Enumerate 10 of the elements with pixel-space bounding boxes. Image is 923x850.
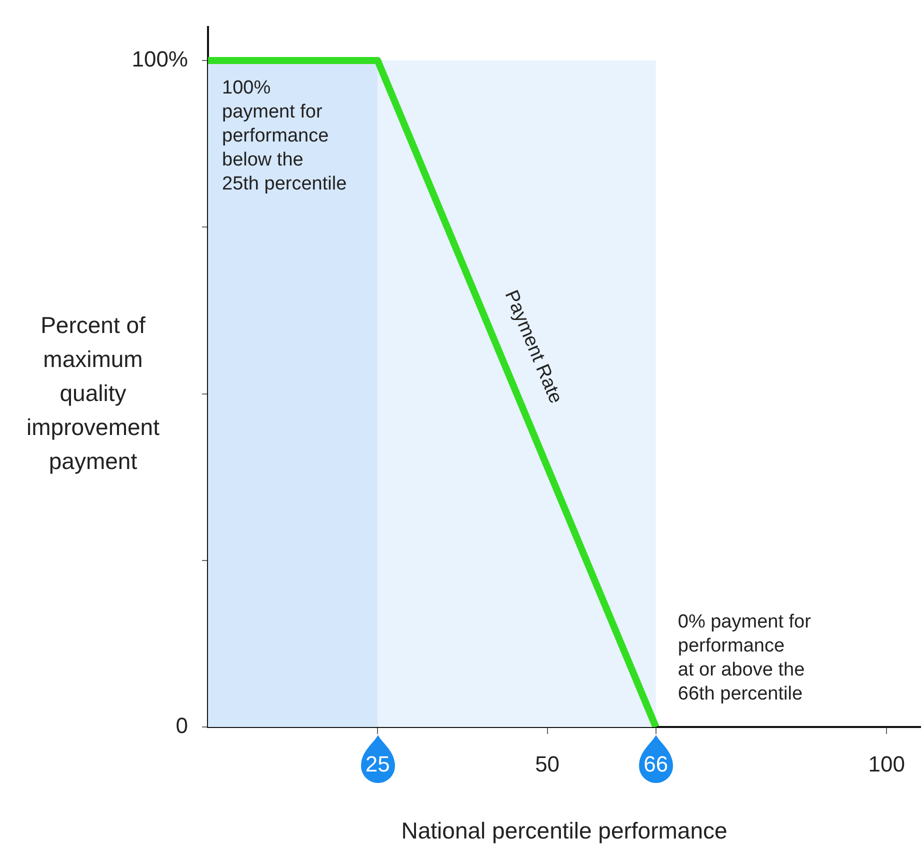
x-tick-label: 50 (535, 751, 560, 776)
y-tick-label: 100% (132, 46, 188, 72)
x-tick-label: 66 (644, 751, 668, 776)
y-axis-title: Percent of maximum quality improvement payment (26, 311, 160, 476)
x-tick-label: 25 (365, 751, 390, 776)
annotation: 100% payment for performance below the 25th percentile (222, 77, 347, 194)
x-axis-title: National percentile performance (401, 818, 728, 844)
annotation: 0% payment for performance at or above the 66th percentile (678, 612, 812, 705)
y-tick-label: 0 (176, 713, 188, 738)
x-tick-label: 100 (868, 751, 905, 776)
